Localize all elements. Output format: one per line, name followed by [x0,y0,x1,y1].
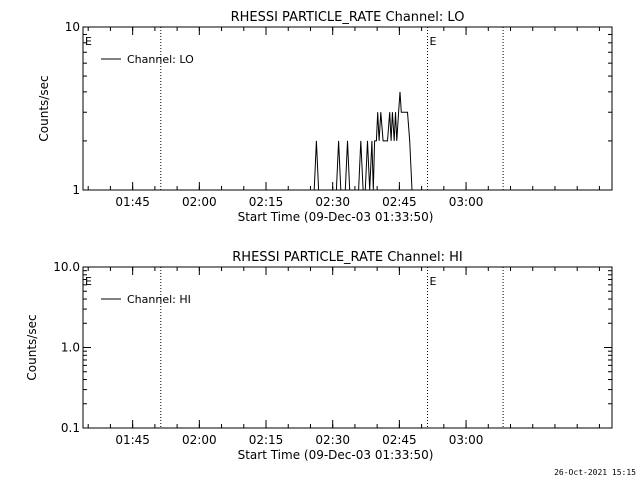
x-tick-label: 02:15 [249,433,284,447]
event-marker: E [85,275,92,288]
x-tick-label: 03:00 [449,433,484,447]
x-tick-label: 02:00 [182,195,217,209]
y-axis-label: Counts/sec [25,314,39,380]
x-tick-label: 02:45 [382,433,417,447]
chart-title: RHESSI PARTICLE_RATE Channel: HI [232,250,462,265]
x-tick-label: 01:45 [115,195,150,209]
chart-title: RHESSI PARTICLE_RATE Channel: LO [231,10,465,25]
footer-timestamp: 26-Oct-2021 15:15 [554,468,636,477]
x-tick-label: 01:45 [115,433,150,447]
series-line [313,91,417,191]
event-marker: E [85,35,92,48]
legend-label: Channel: HI [127,293,191,306]
chart-panel-1: RHESSI PARTICLE_RATE Channel: LO 1 10 01:45… [37,10,613,224]
y-tick-label: 10.0 [53,260,80,274]
x-axis-label: Start Time (09-Dec-03 01:33:50) [238,448,434,462]
y-tick-label: 10 [65,20,80,34]
x-tick-label: 02:00 [182,433,217,447]
chart-panel-2: RHESSI PARTICLE_RATE Channel: HI 0.1 1.0 10… [25,250,613,462]
x-axis-label: Start Time (09-Dec-03 01:33:50) [238,210,434,224]
legend-label: Channel: LO [127,53,194,66]
x-tick-label: 02:15 [249,195,284,209]
event-marker: E [430,275,437,288]
y-axis-label: Counts/sec [37,75,51,141]
x-tick-label: 02:30 [315,195,350,209]
plot-frame [82,266,613,429]
plot-frame [82,26,613,191]
x-tick-label: 02:45 [382,195,417,209]
x-tick-label: 02:30 [315,433,350,447]
y-tick-label: 1.0 [61,341,80,355]
y-tick-label: 1 [72,183,80,197]
x-tick-label: 03:00 [449,195,484,209]
event-marker: E [430,35,437,48]
y-tick-label: 0.1 [61,421,80,435]
